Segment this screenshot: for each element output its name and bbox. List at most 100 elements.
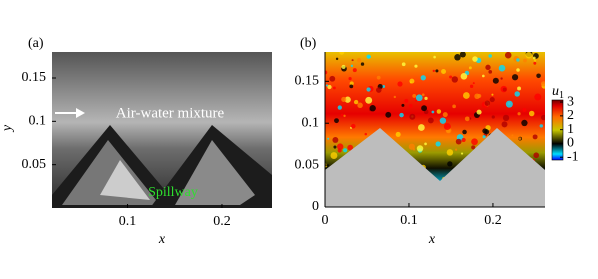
- speckle: [476, 109, 482, 115]
- speckle: [446, 149, 454, 156]
- speckle: [365, 96, 373, 104]
- speckle: [352, 68, 357, 73]
- x-label: x: [428, 232, 436, 247]
- x-tick-label: 0: [322, 213, 329, 228]
- speckle: [455, 138, 462, 145]
- speckle: [525, 52, 533, 59]
- speckle: [348, 76, 352, 81]
- speckle: [360, 62, 365, 66]
- speckle: [368, 55, 371, 59]
- speckle: [468, 66, 472, 70]
- speckle: [498, 64, 506, 72]
- speckle: [349, 84, 354, 89]
- speckle: [540, 81, 545, 87]
- speckle: [408, 103, 413, 108]
- speckle: [369, 105, 376, 112]
- colorbar-tick-label: 1: [567, 122, 574, 137]
- speckle: [404, 98, 409, 103]
- speckle: [439, 117, 447, 124]
- speckle: [409, 113, 416, 120]
- speckle: [333, 145, 337, 149]
- speckle: [330, 152, 338, 159]
- speckle: [325, 70, 328, 75]
- speckle: [463, 92, 470, 99]
- speckle: [415, 94, 423, 102]
- panel-label: (b): [300, 36, 317, 51]
- speckle: [472, 56, 478, 62]
- speckle: [351, 59, 354, 62]
- y-tick-label: 0.15: [22, 70, 47, 85]
- speckle: [534, 93, 542, 101]
- speckle: [461, 137, 466, 143]
- colorbar-tick-label: -1: [567, 149, 579, 164]
- speckle: [449, 75, 453, 79]
- speckle: [393, 95, 397, 99]
- speckle: [482, 135, 486, 139]
- colorbar-tick-label: 2: [567, 108, 574, 123]
- speckle: [471, 145, 476, 150]
- speckle: [356, 58, 362, 63]
- colorbar-tick-label: 3: [567, 94, 574, 109]
- speckle: [485, 64, 491, 71]
- speckle: [349, 81, 354, 86]
- speckle: [395, 131, 401, 137]
- speckle: [518, 137, 522, 141]
- speckle: [343, 114, 346, 118]
- speckle: [435, 141, 441, 147]
- speckle: [501, 121, 508, 128]
- speckle: [459, 52, 466, 58]
- annotation: Spillway: [148, 185, 198, 200]
- speckle: [417, 124, 425, 131]
- speckle: [500, 85, 508, 93]
- speckle: [401, 103, 405, 107]
- speckle: [460, 72, 468, 80]
- speckle: [455, 148, 458, 151]
- y-tick-label: 0: [312, 199, 319, 214]
- speckle: [327, 137, 330, 140]
- speckle: [482, 128, 488, 134]
- y-tick-label: 0.05: [295, 157, 320, 172]
- speckle: [436, 109, 442, 114]
- speckle: [523, 58, 527, 63]
- y-tick-label: 0.15: [295, 74, 320, 89]
- speckle: [516, 58, 520, 62]
- speckle: [416, 145, 424, 152]
- speckle: [472, 82, 475, 85]
- speckle: [341, 64, 346, 70]
- speckle: [414, 99, 417, 102]
- speckle: [336, 143, 344, 150]
- speckle: [533, 61, 537, 65]
- speckle: [539, 124, 543, 128]
- speckle: [500, 77, 503, 80]
- y-tick-label: 0.1: [302, 115, 320, 130]
- speckle: [337, 105, 342, 110]
- speckle: [532, 134, 538, 140]
- speckle: [533, 56, 536, 60]
- speckle: [488, 70, 493, 74]
- colorbar-tick-label: 0: [567, 136, 574, 151]
- speckle: [517, 112, 521, 116]
- speckle: [517, 86, 521, 91]
- speckle: [521, 119, 528, 127]
- speckle: [514, 91, 520, 97]
- speckle: [433, 55, 436, 59]
- symbol: u: [552, 84, 559, 99]
- speckle: [491, 115, 495, 119]
- speckle: [452, 104, 456, 109]
- speckle: [327, 84, 332, 90]
- speckle: [441, 69, 446, 74]
- speckle: [409, 81, 412, 84]
- speckle: [464, 116, 470, 122]
- spillway-mask: [325, 128, 545, 207]
- speckle: [334, 118, 339, 124]
- speckle: [376, 75, 381, 80]
- speckle: [382, 85, 386, 89]
- speckle: [451, 76, 459, 83]
- speckle: [340, 113, 344, 117]
- speckle: [347, 144, 354, 151]
- speckle: [397, 81, 403, 87]
- speckle: [432, 69, 435, 73]
- speckle: [488, 54, 492, 58]
- speckle: [484, 100, 491, 106]
